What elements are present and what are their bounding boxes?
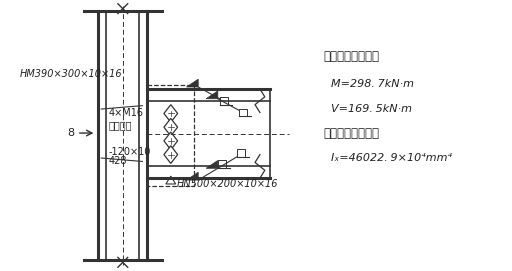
Text: 安装螺栓: 安装螺栓: [108, 120, 132, 130]
Polygon shape: [164, 146, 178, 163]
Text: HM390×300×10×16: HM390×300×10×16: [20, 69, 122, 79]
Polygon shape: [164, 132, 178, 150]
Bar: [238, 149, 245, 157]
Text: 8: 8: [67, 128, 74, 138]
Bar: [147, 85, 194, 186]
Text: V=169. 5kN·m: V=169. 5kN·m: [331, 104, 413, 114]
Polygon shape: [206, 91, 218, 99]
Text: HN500×200×10×16: HN500×200×10×16: [177, 179, 278, 189]
Text: M=298. 7kN·m: M=298. 7kN·m: [331, 79, 414, 89]
Text: 4×M16: 4×M16: [108, 108, 143, 118]
Polygon shape: [164, 118, 178, 136]
Polygon shape: [186, 79, 198, 87]
Text: 428: 428: [108, 156, 126, 166]
Bar: [220, 97, 228, 105]
Text: 节点内力设计値：: 节点内力设计値：: [324, 50, 379, 63]
Text: Iₓ=46022. 9×10⁴mm⁴: Iₓ=46022. 9×10⁴mm⁴: [331, 153, 453, 163]
Bar: [239, 109, 247, 117]
Polygon shape: [206, 160, 218, 168]
Polygon shape: [164, 105, 178, 122]
Text: -120×10: -120×10: [108, 147, 151, 157]
Text: 梁全截面惯性矩：: 梁全截面惯性矩：: [324, 127, 379, 140]
Polygon shape: [186, 172, 198, 180]
Bar: [218, 160, 226, 168]
